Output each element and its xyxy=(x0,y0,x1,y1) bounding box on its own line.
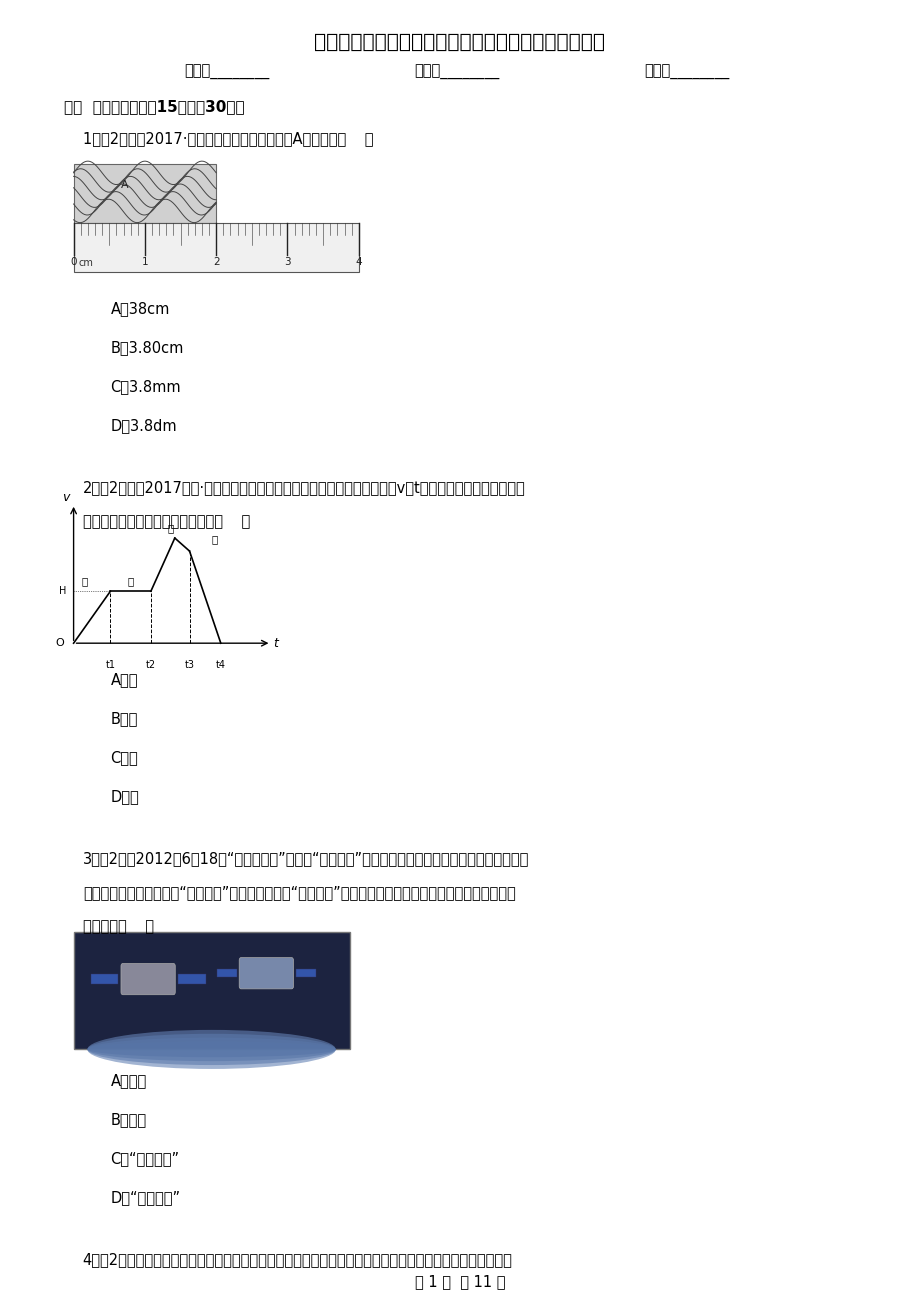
FancyBboxPatch shape xyxy=(178,974,206,984)
Text: 一、  单项选择题（共15题；共30分）: 一、 单项选择题（共15题；共30分） xyxy=(64,99,244,115)
Text: v: v xyxy=(62,491,70,504)
Text: 3: 3 xyxy=(284,258,290,267)
Text: 0: 0 xyxy=(70,258,77,267)
FancyBboxPatch shape xyxy=(217,969,237,976)
Text: C．3.8mm: C．3.8mm xyxy=(110,379,181,395)
Text: C．丙: C．丙 xyxy=(110,750,138,766)
Text: 4: 4 xyxy=(355,258,362,267)
Text: D．“神舟九号”: D．“神舟九号” xyxy=(110,1190,180,1206)
Text: t: t xyxy=(273,637,278,650)
Text: 过程中，汽车做匀速直线运动的是（    ）: 过程中，汽车做匀速直线运动的是（ ） xyxy=(83,514,250,530)
FancyBboxPatch shape xyxy=(74,932,349,1049)
Text: 丙: 丙 xyxy=(167,523,173,533)
FancyBboxPatch shape xyxy=(121,963,176,995)
FancyBboxPatch shape xyxy=(296,969,316,976)
Text: 姓名：________: 姓名：________ xyxy=(184,65,269,81)
Text: 4．（2分）为了让同学们养成关注生活的良好习惯，物理老师揽导同学们对身边一些常见的物理量进行估测，: 4．（2分）为了让同学们养成关注生活的良好习惯，物理老师揽导同学们对身边一些常见… xyxy=(83,1253,512,1268)
Text: 第 1 页  八 11 页: 第 1 页 八 11 页 xyxy=(414,1273,505,1289)
Text: C．“天宫一号”: C．“天宫一号” xyxy=(110,1151,179,1167)
Text: B．地球: B．地球 xyxy=(110,1112,146,1128)
Text: 成绩：________: 成绩：________ xyxy=(643,65,729,81)
Text: 班级：________: 班级：________ xyxy=(414,65,499,81)
Text: 丁: 丁 xyxy=(211,535,217,544)
Text: 云南省西双版纳傘族自治州八年级上学期期中物理试卷: 云南省西双版纳傘族自治州八年级上学期期中物理试卷 xyxy=(314,33,605,52)
Text: t3: t3 xyxy=(185,660,194,671)
Text: t4: t4 xyxy=(216,660,225,671)
Text: 参照物是（    ）: 参照物是（ ） xyxy=(83,919,153,935)
Text: A: A xyxy=(121,180,129,190)
Text: 甲: 甲 xyxy=(82,575,87,586)
Text: cm: cm xyxy=(78,258,93,268)
Text: H: H xyxy=(59,586,66,596)
Text: A．太阳: A．太阳 xyxy=(110,1073,146,1088)
Text: B．3.80cm: B．3.80cm xyxy=(110,340,184,355)
Text: 1: 1 xyxy=(142,258,148,267)
Text: A．38cm: A．38cm xyxy=(110,301,170,316)
Text: t2: t2 xyxy=(145,660,156,671)
Text: O: O xyxy=(55,638,64,648)
Ellipse shape xyxy=(87,1034,335,1065)
FancyBboxPatch shape xyxy=(74,164,216,223)
Text: A．甲: A．甲 xyxy=(110,672,138,687)
FancyBboxPatch shape xyxy=(239,958,293,990)
Text: t1: t1 xyxy=(106,660,115,671)
Text: D．丁: D．丁 xyxy=(110,789,139,805)
Text: 的模拟图，成功对接后，“神舟九号”内的航天员看到“天宫一号”纹丝不动，地球在缓缓转动，则航天员选择的: 的模拟图，成功对接后，“神舟九号”内的航天员看到“天宫一号”纹丝不动，地球在缓缓… xyxy=(83,885,515,901)
Text: 乙: 乙 xyxy=(128,575,133,586)
FancyBboxPatch shape xyxy=(74,223,358,272)
FancyBboxPatch shape xyxy=(90,974,118,984)
Text: D．3.8dm: D．3.8dm xyxy=(110,418,176,434)
Text: B．乙: B．乙 xyxy=(110,711,138,727)
Ellipse shape xyxy=(87,1038,335,1061)
Text: 2: 2 xyxy=(212,258,220,267)
Ellipse shape xyxy=(87,1030,335,1069)
Text: 2．（2分）（2017八上·兰陵期末）如图是某汽车通过一平直公路时记录的v－t图象，甲、乙、丙、丁四个: 2．（2分）（2017八上·兰陵期末）如图是某汽车通过一平直公路时记录的v－t图… xyxy=(83,480,525,496)
Ellipse shape xyxy=(87,1042,335,1057)
Text: 3．（2分）2012年6月18日“，神舟九号”飞船与“天宫一号”实施自动交会对接．如图所示为即将对接时: 3．（2分）2012年6月18日“，神舟九号”飞船与“天宫一号”实施自动交会对接… xyxy=(83,852,528,867)
Text: 1．（2分）（2017·密云模拟）如图所示，物体A的长度为（    ）: 1．（2分）（2017·密云模拟）如图所示，物体A的长度为（ ） xyxy=(83,132,373,147)
